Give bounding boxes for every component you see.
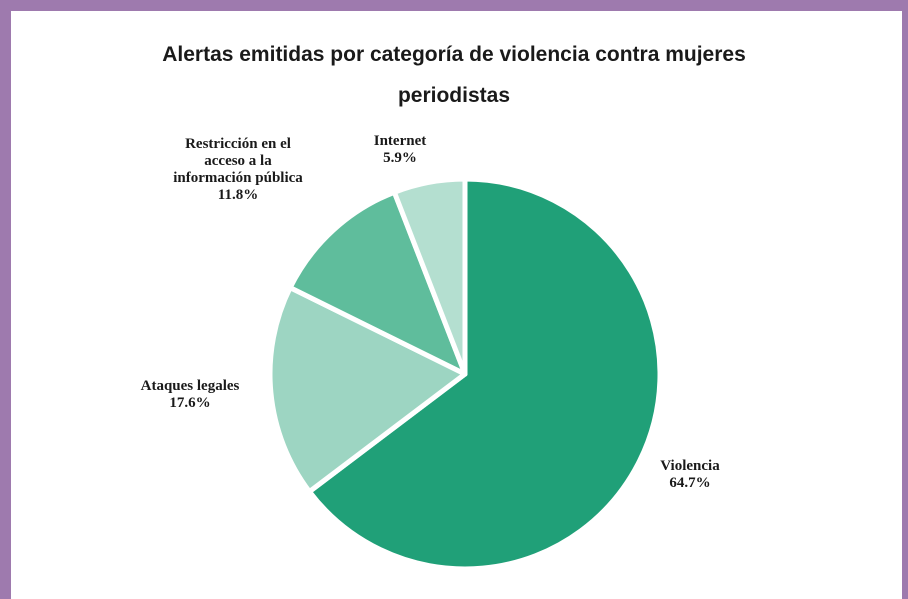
slice-name-label: acceso a la — [204, 153, 272, 169]
slice-name-label: Violencia — [660, 458, 720, 474]
chart-title-line-2: periodistas — [397, 84, 511, 107]
slice-percent-label: 64.7% — [669, 475, 710, 491]
slice-percent-label: 17.6% — [169, 395, 210, 411]
slice-name-label: Restricción en el — [185, 136, 291, 152]
slice-name-label: información pública — [173, 170, 303, 186]
slice-name-label: Ataques legales — [141, 378, 240, 394]
pie-slice-restricción-en-el-acceso-a-la-información-pública — [287, 189, 468, 377]
slice-name-label: Internet — [374, 133, 427, 149]
chart-title-line-1: Alertas emitidas por categoría de violen… — [162, 43, 746, 66]
pie-slice-ataques-legales — [267, 285, 468, 495]
slice-percent-label: 11.8% — [218, 187, 258, 203]
slice-percent-label: 5.9% — [383, 150, 417, 166]
pie-slice-violencia — [306, 176, 663, 572]
pie-slice-internet — [391, 176, 468, 377]
